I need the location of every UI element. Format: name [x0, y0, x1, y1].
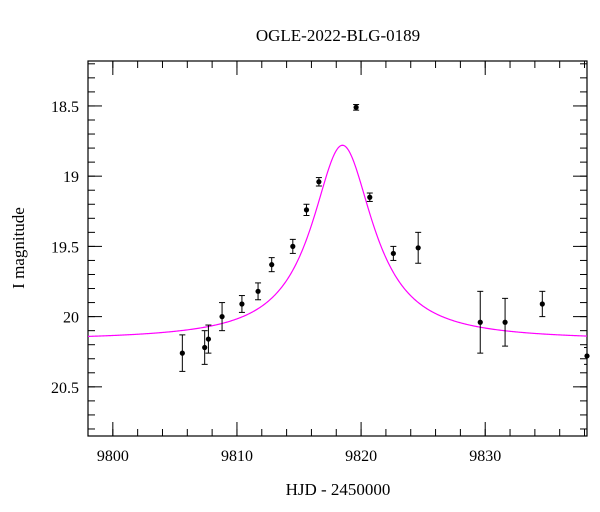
plot-border — [87, 60, 588, 437]
point-marker — [255, 288, 261, 294]
point-marker — [269, 262, 275, 268]
data-point — [205, 324, 212, 354]
data-point — [201, 330, 208, 365]
point-marker — [179, 350, 185, 356]
data-point — [539, 290, 546, 318]
data-points-layer — [179, 104, 590, 372]
data-point — [353, 104, 360, 111]
data-point — [415, 231, 422, 264]
point-marker — [477, 319, 483, 325]
point-marker — [290, 243, 296, 249]
data-point — [315, 177, 322, 187]
data-point — [390, 245, 397, 261]
y-tick-label: 19.5 — [51, 239, 79, 256]
x-tick-label: 9810 — [221, 448, 253, 465]
data-point — [268, 257, 275, 273]
point-marker — [303, 207, 310, 213]
data-point — [477, 290, 484, 354]
y-tick-label: 20 — [63, 310, 79, 327]
point-marker — [316, 179, 322, 185]
y-tick-label: 18.5 — [51, 99, 79, 116]
x-tick-label: 9830 — [469, 448, 501, 465]
point-marker — [502, 319, 508, 325]
data-point — [289, 238, 296, 254]
point-marker — [353, 104, 359, 110]
model-curve-layer — [87, 144, 588, 337]
x-axis-label: HJD - 2450000 — [286, 480, 391, 499]
data-point — [238, 295, 245, 313]
data-point — [584, 347, 590, 365]
point-marker — [239, 301, 245, 307]
x-tick-labels: 9800 9810 9820 9830 — [97, 448, 501, 465]
y-axis-label: I magnitude — [9, 207, 28, 289]
point-marker — [202, 344, 208, 351]
chart-title: OGLE-2022-BLG-0189 — [256, 26, 420, 45]
point-marker — [584, 353, 590, 359]
y-tick-labels: 18.5 19 19.5 20 20.5 — [51, 99, 79, 397]
data-point — [219, 302, 226, 332]
y-tick-label: 19 — [63, 169, 79, 186]
y-tick-label: 20.5 — [51, 380, 79, 397]
x-tick-label: 9800 — [97, 448, 129, 465]
data-point — [179, 334, 186, 372]
point-marker — [367, 194, 373, 200]
point-marker — [205, 336, 212, 342]
data-point — [502, 297, 509, 347]
data-point — [366, 192, 373, 202]
data-point — [255, 282, 262, 301]
x-tick-label: 9820 — [345, 448, 377, 465]
plot-frame — [87, 60, 588, 437]
point-marker — [390, 250, 396, 257]
point-marker — [539, 301, 545, 307]
point-marker — [415, 245, 421, 251]
point-marker — [219, 314, 225, 320]
data-point — [303, 203, 310, 216]
model-curve — [87, 144, 588, 337]
axis-ticks — [88, 61, 587, 436]
